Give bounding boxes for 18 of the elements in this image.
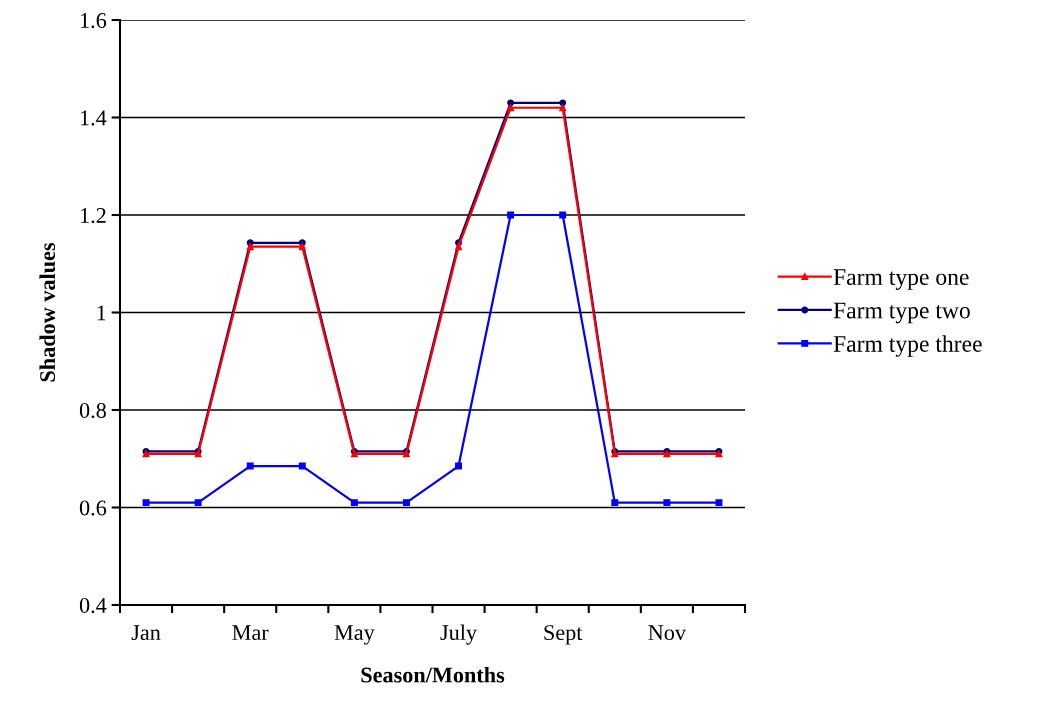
y-tick-label: 1 [97, 305, 106, 321]
y-tick-label: 1.6 [80, 12, 107, 29]
y-axis-title: Shadow values [39, 242, 56, 382]
x-tick-label: Mar [232, 625, 269, 641]
legend-label: Farm type three [833, 335, 982, 357]
y-tick-label: 0.6 [79, 500, 107, 516]
x-tick-label: May [334, 625, 375, 645]
x-tick-label: Sept [544, 625, 583, 645]
x-tick-label: July [440, 624, 477, 645]
y-tick-label: 0.8 [79, 402, 106, 419]
y-tick-label: 0.4 [79, 597, 107, 614]
y-tick-label: 1.4 [80, 110, 107, 126]
x-axis-title: Season/Months [361, 666, 505, 683]
legend-label: Farm type two [833, 302, 970, 324]
legend-label: Farm type one [833, 269, 969, 290]
x-tick-label: Jan [131, 625, 161, 641]
x-tick-label: Nov [648, 625, 687, 641]
y-tick-label: 1.2 [80, 207, 106, 224]
